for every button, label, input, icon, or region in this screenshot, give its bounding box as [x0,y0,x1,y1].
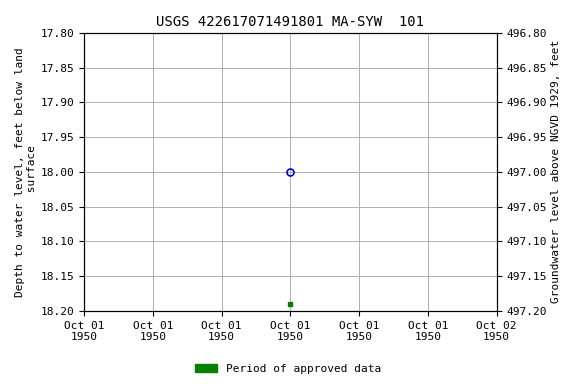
Y-axis label: Depth to water level, feet below land
 surface: Depth to water level, feet below land su… [15,47,37,297]
Legend: Period of approved data: Period of approved data [191,359,385,379]
Title: USGS 422617071491801 MA-SYW  101: USGS 422617071491801 MA-SYW 101 [157,15,425,29]
Y-axis label: Groundwater level above NGVD 1929, feet: Groundwater level above NGVD 1929, feet [551,40,561,303]
